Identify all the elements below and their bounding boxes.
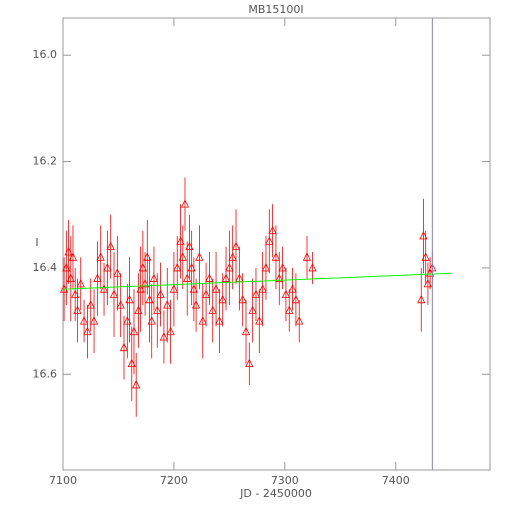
- data-point: [268, 225, 277, 235]
- data-point: [308, 263, 317, 272]
- data-point: [64, 247, 73, 256]
- plot-frame: [62, 17, 491, 471]
- data-point: [187, 263, 196, 272]
- data-point: [127, 358, 136, 368]
- data-point: [423, 278, 433, 288]
- data-point: [176, 236, 185, 245]
- data-point: [89, 316, 99, 325]
- x-tick-label: 7100: [49, 474, 77, 487]
- data-point: [119, 342, 129, 352]
- data-point: [166, 326, 175, 336]
- data-point: [147, 316, 156, 325]
- data-point: [198, 316, 207, 325]
- data-point: [140, 278, 150, 288]
- data-point: [241, 326, 251, 336]
- data-point: [265, 236, 274, 245]
- data-point: [109, 289, 119, 298]
- data-point: [180, 199, 190, 208]
- data-point: [113, 268, 122, 277]
- data-point: [419, 231, 428, 240]
- data-point: [271, 252, 281, 261]
- data-point: [248, 305, 257, 314]
- data-point: [302, 252, 312, 261]
- data-point: [221, 273, 231, 282]
- x-tick-label: 7300: [271, 474, 299, 487]
- y-tick-label: 16.2: [33, 155, 58, 168]
- x-tick-label: 7200: [160, 474, 188, 487]
- data-point: [153, 305, 162, 314]
- data-point: [285, 305, 294, 314]
- data-point: [163, 300, 172, 309]
- data-point: [106, 241, 115, 251]
- data-point: [93, 273, 102, 282]
- data-point: [238, 294, 247, 304]
- data-point: [145, 294, 154, 304]
- data-point: [183, 273, 192, 282]
- data-point: [191, 300, 201, 309]
- data-point: [66, 273, 75, 282]
- data-point: [68, 252, 78, 261]
- data-point: [116, 300, 125, 309]
- data-point: [79, 316, 89, 325]
- data-point: [169, 284, 179, 293]
- data-point: [173, 263, 182, 272]
- data-point: [185, 241, 194, 251]
- data-point: [281, 289, 291, 298]
- data-point: [86, 300, 95, 309]
- x-axis-label: JD - 2450000: [239, 487, 312, 500]
- data-point: [205, 273, 214, 282]
- data-point: [211, 284, 221, 293]
- data-point: [99, 284, 109, 293]
- data-point: [71, 289, 80, 298]
- data-point: [251, 289, 261, 298]
- data-point: [125, 294, 134, 304]
- y-tick-label: 16.0: [33, 48, 58, 61]
- data-point: [73, 305, 82, 314]
- data-point: [83, 326, 92, 336]
- data-point: [255, 316, 264, 325]
- data-point: [421, 252, 430, 261]
- data-point: [417, 294, 426, 304]
- data-point: [245, 358, 254, 368]
- data-point: [62, 263, 71, 272]
- data-point: [225, 263, 234, 272]
- data-point: [201, 289, 211, 298]
- data-point: [261, 263, 271, 272]
- data-point: [231, 241, 241, 251]
- data-point: [143, 252, 152, 261]
- data-point: [129, 326, 139, 336]
- data-point: [149, 273, 159, 282]
- data-point: [288, 284, 297, 293]
- data-point: [295, 316, 304, 325]
- data-point: [215, 316, 224, 325]
- y-axis-label: I: [35, 236, 38, 249]
- data-point: [138, 263, 148, 272]
- data-point: [103, 263, 112, 272]
- data-point: [96, 252, 105, 261]
- data-point: [291, 294, 301, 304]
- data-point: [178, 252, 187, 261]
- trend-line: [62, 272, 452, 290]
- data-point: [189, 284, 199, 293]
- data-point: [195, 252, 204, 261]
- y-tick-label: 16.6: [33, 367, 58, 380]
- data-point: [228, 252, 237, 261]
- data-point: [134, 305, 143, 314]
- data-point: [278, 263, 287, 272]
- data-point: [76, 278, 85, 288]
- chart-title: MB15100I: [248, 3, 303, 16]
- data-point: [208, 305, 217, 314]
- data-point: [136, 284, 145, 293]
- data-point: [123, 316, 132, 325]
- y-tick-label: 16.4: [33, 261, 58, 274]
- x-tick-label: 7400: [382, 474, 410, 487]
- data-point: [132, 380, 141, 389]
- data-point: [156, 289, 165, 298]
- data-point: [275, 273, 284, 282]
- data-point: [258, 284, 267, 293]
- data-point: [218, 294, 227, 304]
- data-point: [159, 332, 169, 341]
